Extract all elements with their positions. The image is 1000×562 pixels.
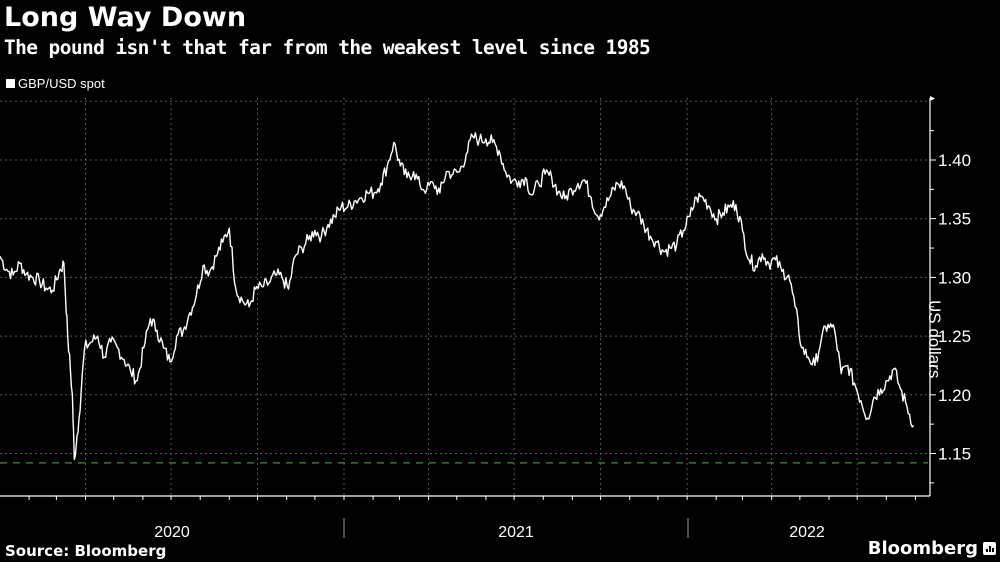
chart-subtitle: The pound isn't that far from the weakes… xyxy=(4,36,651,59)
x-axis-tick-labels: 2020 2021 2022 xyxy=(154,524,825,541)
axes xyxy=(0,96,936,538)
source-note: Source: Bloomberg xyxy=(5,542,167,560)
brand-name: Bloomberg xyxy=(867,538,978,559)
svg-text:1.20: 1.20 xyxy=(938,386,971,405)
svg-text:2021: 2021 xyxy=(498,524,534,541)
y-axis-label: US dollars xyxy=(925,300,944,379)
brand-logo: Bloomberg xyxy=(868,538,996,559)
svg-text:1.30: 1.30 xyxy=(938,268,971,287)
gridlines xyxy=(0,98,930,496)
gbp-usd-series-line xyxy=(0,132,915,461)
chart-title: Long Way Down xyxy=(4,2,247,33)
svg-text:1.25: 1.25 xyxy=(938,327,971,346)
bloomberg-chart-icon xyxy=(983,542,996,555)
legend-label: GBP/USD spot xyxy=(18,76,105,91)
legend-swatch-icon xyxy=(6,79,15,88)
svg-text:1.15: 1.15 xyxy=(938,445,971,464)
svg-text:2020: 2020 xyxy=(154,524,190,541)
svg-text:1.35: 1.35 xyxy=(938,210,971,229)
svg-text:2022: 2022 xyxy=(789,524,825,541)
y-axis-tick-labels: 1.15 1.20 1.25 1.30 1.35 1.40 xyxy=(938,151,971,464)
svg-text:1.40: 1.40 xyxy=(938,151,971,170)
legend: GBP/USD spot xyxy=(6,76,105,91)
